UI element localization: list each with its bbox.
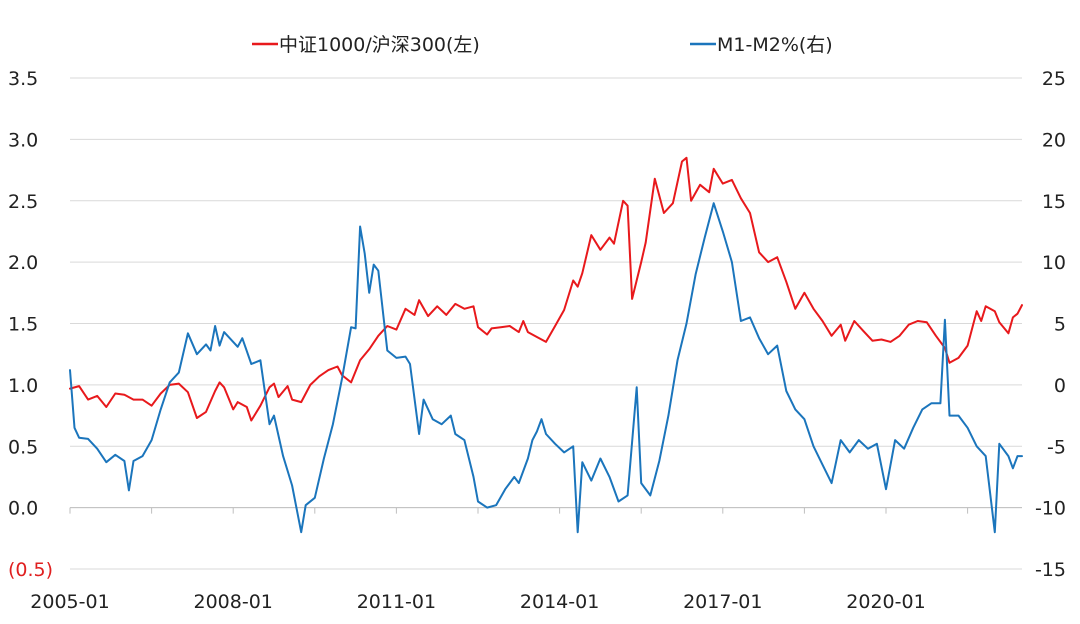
x-tick-label: 2020-01 [846,591,925,613]
gridlines [70,77,1022,570]
series-line-csi1000-hs300 [69,156,1023,422]
x-tick-label: 2017-01 [683,591,762,613]
y-right-tick-label: 20 [1042,129,1066,151]
legend-label: 中证1000/沪深300(左) [279,34,480,56]
plot-area [69,156,1023,534]
y-left-tick-label: 1.0 [8,375,38,397]
x-tick-label: 2005-01 [30,591,109,613]
y-right-tick-label: 10 [1042,252,1066,274]
y-right-tick-label: -5 [1047,436,1066,458]
y-left-tick-label: 3.0 [8,129,38,151]
legend-label: M1-M2%(右) [717,34,833,56]
legend: 中证1000/沪深300(左) M1-M2%(右) [252,34,833,56]
y-right-tick-label: 5 [1054,314,1066,336]
y-left-tick-label: 2.5 [8,191,38,213]
x-tick-label: 2008-01 [194,591,273,613]
y-left-tick-label: 3.5 [8,68,38,90]
y-right-tick-label: -10 [1035,498,1066,520]
x-axis: 2005-01 2008-01 2011-01 2014-01 2017-01 2020-… [30,507,969,613]
x-tick-label: 2014-01 [520,591,599,613]
y-right-tick-label: -15 [1035,559,1066,581]
y-left-tick-label: 0.5 [8,436,38,458]
y-axis-left: 3.5 3.0 2.5 2.0 1.5 1.0 0.5 0.0 (0.5) [8,68,53,581]
y-left-tick-label: 0.0 [8,498,38,520]
y-right-tick-label: 25 [1042,68,1066,90]
x-tick-label: 2011-01 [357,591,436,613]
series-line-m1-m2 [69,202,1023,534]
y-right-tick-label: 0 [1054,375,1066,397]
y-axis-right: 25 20 15 10 5 0 -5 -10 -15 [1035,68,1066,581]
y-left-tick-label: (0.5) [8,559,53,581]
y-left-tick-label: 2.0 [8,252,38,274]
y-left-tick-label: 1.5 [8,314,38,336]
y-right-tick-label: 15 [1042,191,1066,213]
